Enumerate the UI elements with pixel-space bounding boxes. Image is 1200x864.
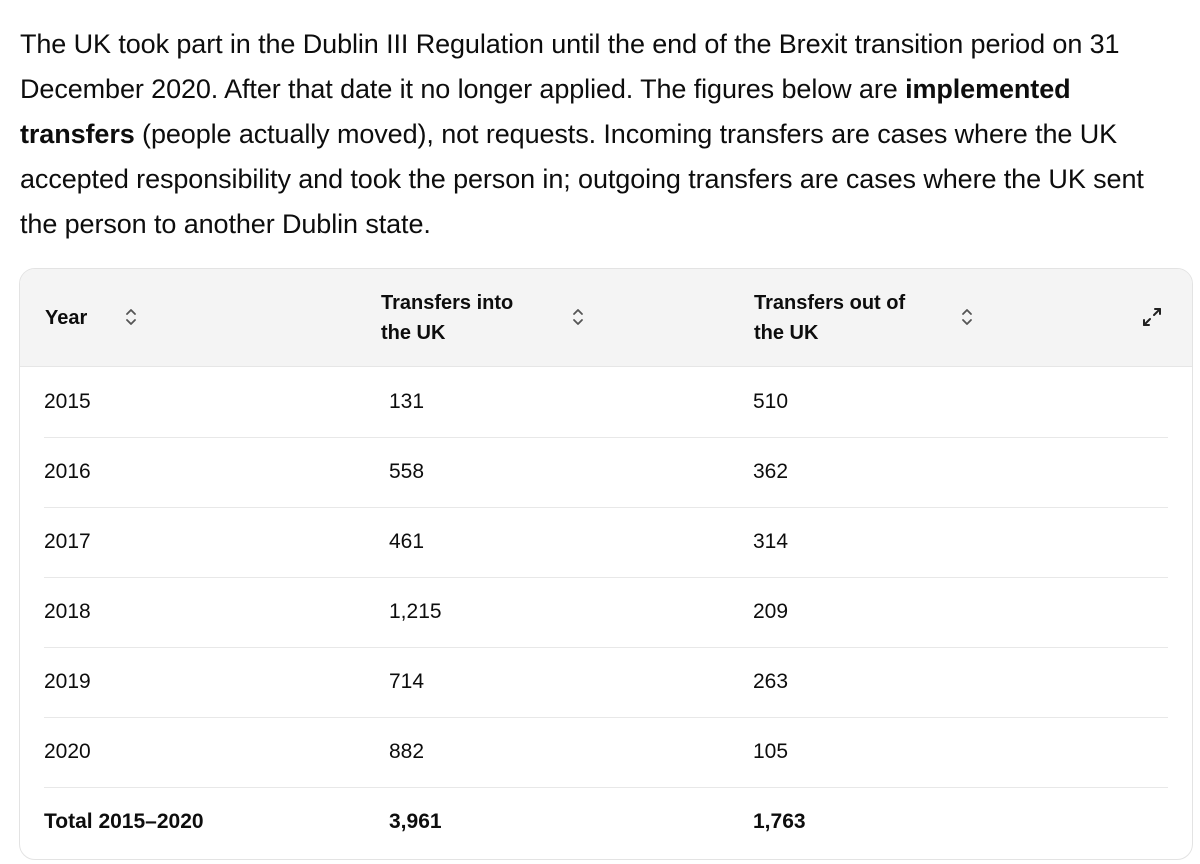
cell-year: 2016 (44, 460, 91, 483)
header-year[interactable]: Year (45, 269, 87, 366)
cell-total-into: 3,961 (389, 810, 442, 833)
header-year-label: Year (45, 306, 88, 329)
sort-year-icon[interactable] (124, 305, 138, 329)
cell-into: 131 (389, 390, 425, 413)
cell-out: 362 (753, 460, 789, 483)
header-out-line2: the UK (754, 321, 819, 344)
header-transfers-into-label: Transfers into the UK (381, 288, 513, 348)
header-out-line1: Transfers out of (754, 291, 906, 314)
expand-arrows-icon[interactable] (1139, 304, 1165, 330)
table-row: 2017 461 314 (44, 507, 1168, 578)
header-transfers-out[interactable]: Transfers out of the UK (754, 269, 905, 366)
intro-text-part1: The UK took part in the Dublin III Regul… (20, 29, 1120, 104)
cell-year: 2015 (44, 390, 91, 413)
cell-out: 510 (753, 390, 789, 413)
transfers-table: Year Transfers into the UK Transfers out… (19, 268, 1193, 860)
sort-into-icon[interactable] (571, 305, 585, 329)
cell-into: 882 (389, 740, 425, 763)
table-row: 2018 1,215 209 (44, 577, 1168, 648)
intro-paragraph: The UK took part in the Dublin III Regul… (20, 22, 1185, 247)
cell-out: 263 (753, 670, 789, 693)
cell-year: 2018 (44, 600, 91, 623)
table-row: 2015 131 510 (44, 367, 1168, 438)
cell-year: 2019 (44, 670, 91, 693)
header-into-line1: Transfers into (381, 291, 514, 314)
intro-bold-text: implemented transfers (20, 74, 1071, 149)
intro-text-part2: (people actually moved), not requests. I… (20, 119, 1144, 239)
table-row: 2020 882 105 (44, 717, 1168, 788)
table-header: Year Transfers into the UK Transfers out… (20, 269, 1192, 367)
table-row-total: Total 2015–2020 3,961 1,763 (44, 787, 1168, 857)
cell-into: 558 (389, 460, 425, 483)
cell-into: 461 (389, 530, 425, 553)
cell-into: 714 (389, 670, 425, 693)
cell-into: 1,215 (389, 600, 442, 623)
header-transfers-out-label: Transfers out of the UK (754, 288, 905, 348)
sort-out-icon[interactable] (960, 305, 974, 329)
header-into-line2: the UK (381, 321, 446, 344)
cell-year: 2020 (44, 740, 91, 763)
cell-out: 209 (753, 600, 789, 623)
table-row: 2016 558 362 (44, 437, 1168, 508)
cell-year: 2017 (44, 530, 91, 553)
header-transfers-into[interactable]: Transfers into the UK (381, 269, 513, 366)
table-row: 2019 714 263 (44, 647, 1168, 718)
cell-total-out: 1,763 (753, 810, 806, 833)
cell-total-label: Total 2015–2020 (44, 810, 204, 833)
cell-out: 105 (753, 740, 789, 763)
cell-out: 314 (753, 530, 789, 553)
